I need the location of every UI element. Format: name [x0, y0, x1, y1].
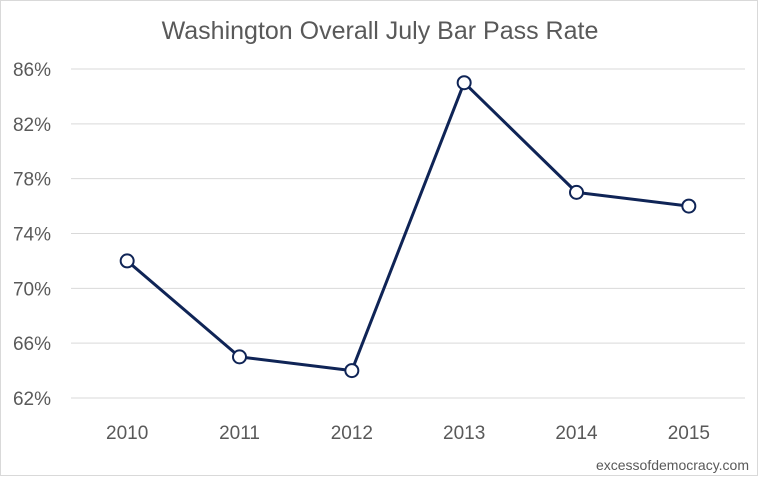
data-point [119, 253, 135, 269]
y-tick-label: 62% [13, 389, 51, 410]
x-tick-label: 2014 [555, 423, 598, 444]
chart-title: Washington Overall July Bar Pass Rate [162, 17, 599, 45]
series-line [126, 81, 690, 373]
x-tick-label: 2012 [331, 423, 373, 444]
x-tick-label: 2015 [668, 423, 710, 444]
x-tick-label: 2013 [443, 423, 485, 444]
data-point [569, 184, 584, 200]
data-point [344, 363, 360, 379]
y-tick-label: 70% [13, 279, 51, 300]
x-axis-ticks: 2010 2011 2012 2013 2014 2015 [106, 423, 710, 444]
data-point [681, 198, 697, 214]
y-tick-label: 82% [13, 115, 51, 136]
data-point [456, 75, 472, 91]
y-tick-label: 74% [13, 225, 51, 246]
x-tick-label: 2010 [106, 423, 148, 444]
data-point [232, 349, 247, 365]
y-tick-label: 66% [13, 334, 51, 355]
series-layer [119, 75, 697, 379]
x-tick-label: 2011 [219, 423, 260, 444]
gridlines [71, 68, 745, 399]
y-tick-label: 78% [13, 170, 51, 191]
y-tick-label: 86% [13, 60, 51, 81]
y-axis-ticks: 62% 66% 70% 74% 78% 82% 86% [13, 60, 51, 410]
source-watermark: excessofdemocracy.com [596, 457, 749, 473]
